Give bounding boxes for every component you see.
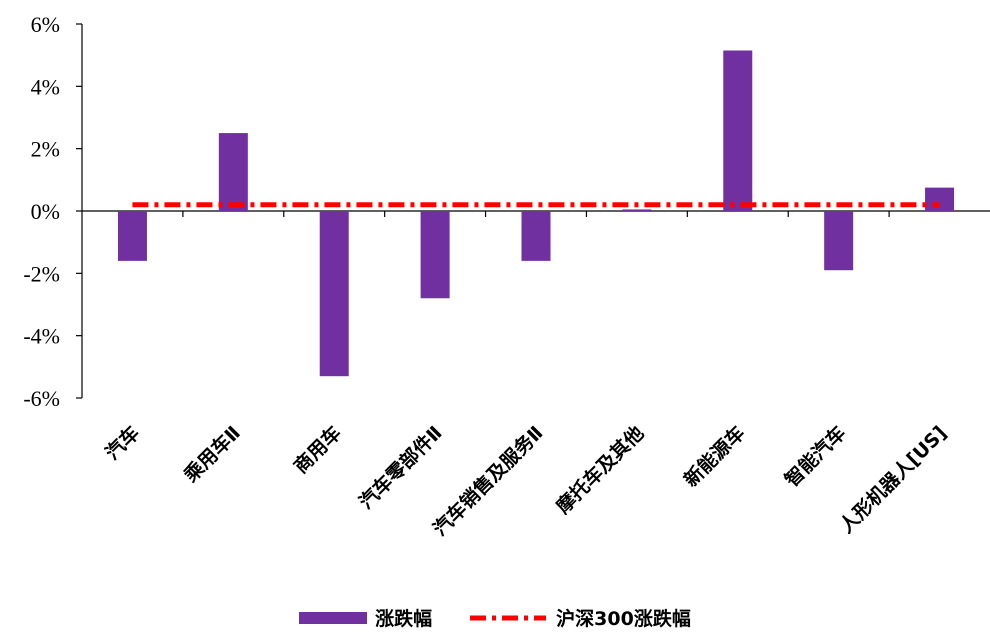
bar-8[interactable]	[824, 211, 854, 271]
bar-3[interactable]	[319, 211, 349, 377]
y-tick-label: -2%	[23, 261, 60, 286]
category-label: 商用车	[289, 421, 346, 478]
category-label: 智能汽车	[780, 421, 850, 491]
y-tick-label: -4%	[23, 324, 60, 349]
legend-line-swatch	[470, 615, 547, 620]
bar-chart: -6% -4% -2% 0% 2% 4% 6% 汽车 乘用车Ⅱ 商用车 汽车零部件Ⅱ汽车销售及服务…	[23, 12, 990, 540]
y-axis-ticks: -6% -4% -2% 0% 2% 4% 6%	[23, 12, 82, 411]
bar-1[interactable]	[117, 211, 147, 261]
bar-7[interactable]	[723, 50, 753, 211]
bar-5[interactable]	[521, 211, 551, 261]
legend-item-line[interactable]: 沪深300涨跌幅	[468, 604, 691, 631]
y-tick-label: 4%	[31, 74, 60, 99]
legend-item-bar[interactable]: 涨跌幅	[299, 604, 432, 631]
bar-6[interactable]	[622, 209, 652, 211]
bar-series	[117, 50, 955, 377]
category-label: 汽车零部件Ⅱ	[354, 421, 446, 513]
category-label: 摩托车及其他	[552, 421, 649, 518]
y-tick-label: -6%	[23, 386, 60, 411]
category-label: 人形机器人[US]	[835, 422, 951, 538]
category-label: 汽车	[101, 421, 144, 464]
category-label: 汽车销售及服务Ⅱ	[428, 421, 547, 540]
category-label: 新能源车	[679, 421, 749, 491]
legend: 涨跌幅 沪深300涨跌幅	[0, 604, 990, 631]
x-axis-ticks	[182, 211, 890, 217]
y-tick-label: 2%	[31, 137, 60, 162]
y-tick-label: 0%	[31, 199, 60, 224]
bar-2[interactable]	[218, 133, 248, 211]
bar-4[interactable]	[420, 211, 450, 299]
bar-9[interactable]	[925, 187, 955, 211]
y-tick-label: 6%	[31, 12, 60, 37]
legend-bar-swatch	[299, 611, 368, 624]
category-label: 乘用车Ⅱ	[179, 421, 245, 487]
legend-bar-label: 涨跌幅	[375, 608, 433, 630]
legend-line-label: 沪深300涨跌幅	[556, 608, 691, 630]
